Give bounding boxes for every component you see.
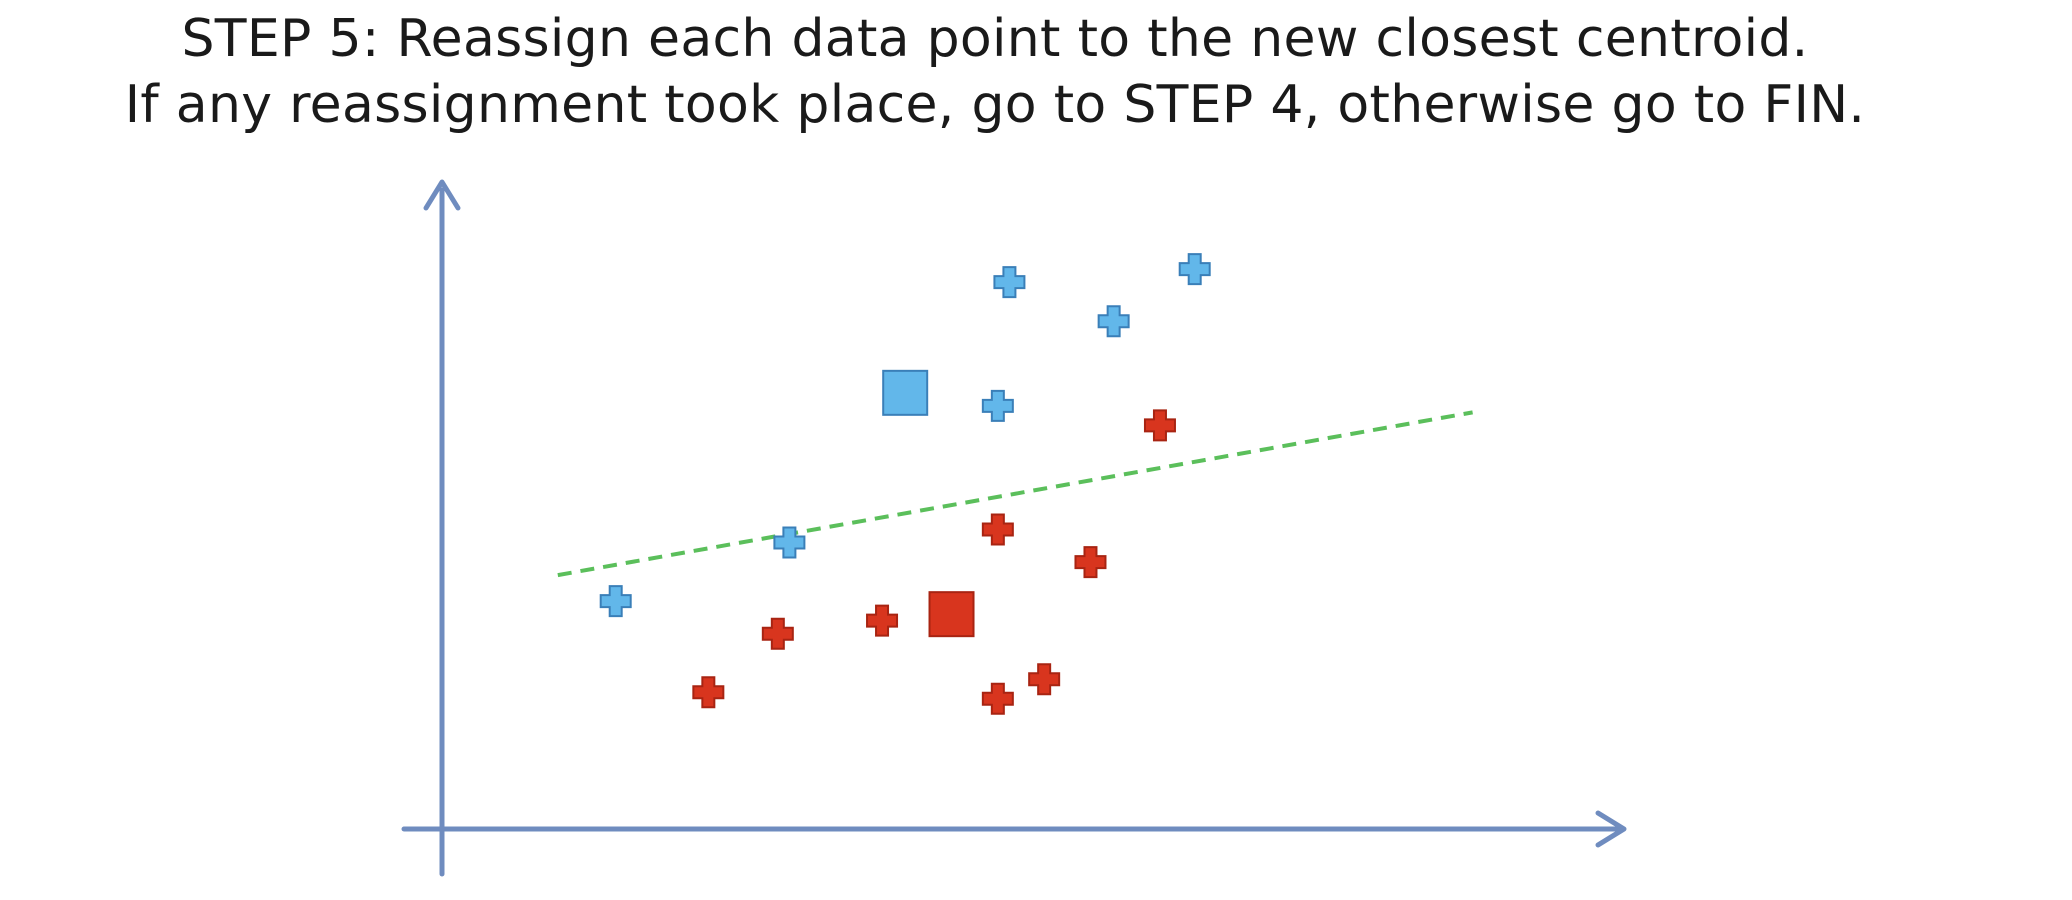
centroids (882, 369, 975, 638)
red-data-point (692, 676, 725, 709)
blue-data-point (1178, 253, 1211, 286)
red-data-point (866, 604, 899, 637)
blue-data-point (1097, 305, 1130, 338)
y-axis-arrow (423, 179, 461, 211)
step-label: STEP 5 (181, 9, 362, 69)
separator-line (557, 410, 1473, 578)
blue-data-point (993, 266, 1026, 299)
data-points (599, 253, 1211, 715)
red-data-point (1074, 546, 1107, 579)
red-data-point (1143, 409, 1176, 442)
blue-centroid (882, 369, 929, 416)
axes (401, 179, 1627, 877)
slide-title: STEP 5: Reassign each data point to the … (0, 6, 1990, 138)
red-data-point (1028, 663, 1061, 696)
red-centroid (928, 591, 975, 638)
title-line-1-text: : Reassign each data point to the new cl… (361, 9, 1809, 69)
separator-layer (557, 410, 1473, 578)
blue-data-point (599, 585, 632, 618)
red-data-point (981, 513, 1014, 546)
title-line-1: STEP 5: Reassign each data point to the … (0, 6, 1990, 72)
title-line-2: If any reassignment took place, go to ST… (124, 75, 1866, 135)
x-axis-arrow (1595, 810, 1627, 848)
red-data-point (761, 617, 794, 650)
blue-data-point (773, 526, 806, 559)
blue-data-point (981, 389, 1014, 422)
red-data-point (981, 682, 1014, 715)
